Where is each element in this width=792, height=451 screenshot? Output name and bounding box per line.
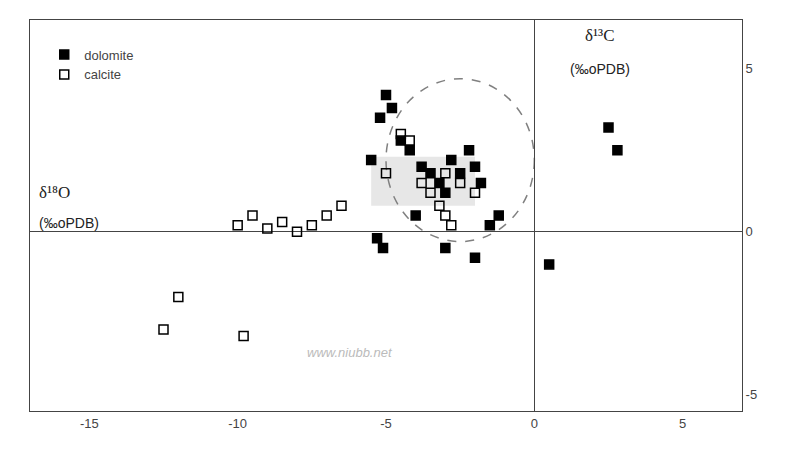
svg-text:(‰oPDB): (‰oPDB) xyxy=(39,215,99,231)
svg-text:δ¹³C: δ¹³C xyxy=(585,26,615,45)
svg-text:(‰oPDB): (‰oPDB) xyxy=(570,61,630,77)
svg-text:calcite: calcite xyxy=(84,67,121,82)
svg-text:δ¹⁸O: δ¹⁸O xyxy=(39,183,70,202)
svg-text:5: 5 xyxy=(746,61,753,76)
svg-text:-5: -5 xyxy=(746,387,758,402)
svg-text:www.niubb.net: www.niubb.net xyxy=(307,345,393,360)
svg-text:dolomite: dolomite xyxy=(84,48,133,63)
svg-text:0: 0 xyxy=(746,224,753,239)
svg-text:5: 5 xyxy=(679,416,686,431)
svg-text:-10: -10 xyxy=(228,416,247,431)
svg-text:0: 0 xyxy=(531,416,538,431)
svg-text:-5: -5 xyxy=(380,416,392,431)
svg-text:-15: -15 xyxy=(80,416,99,431)
